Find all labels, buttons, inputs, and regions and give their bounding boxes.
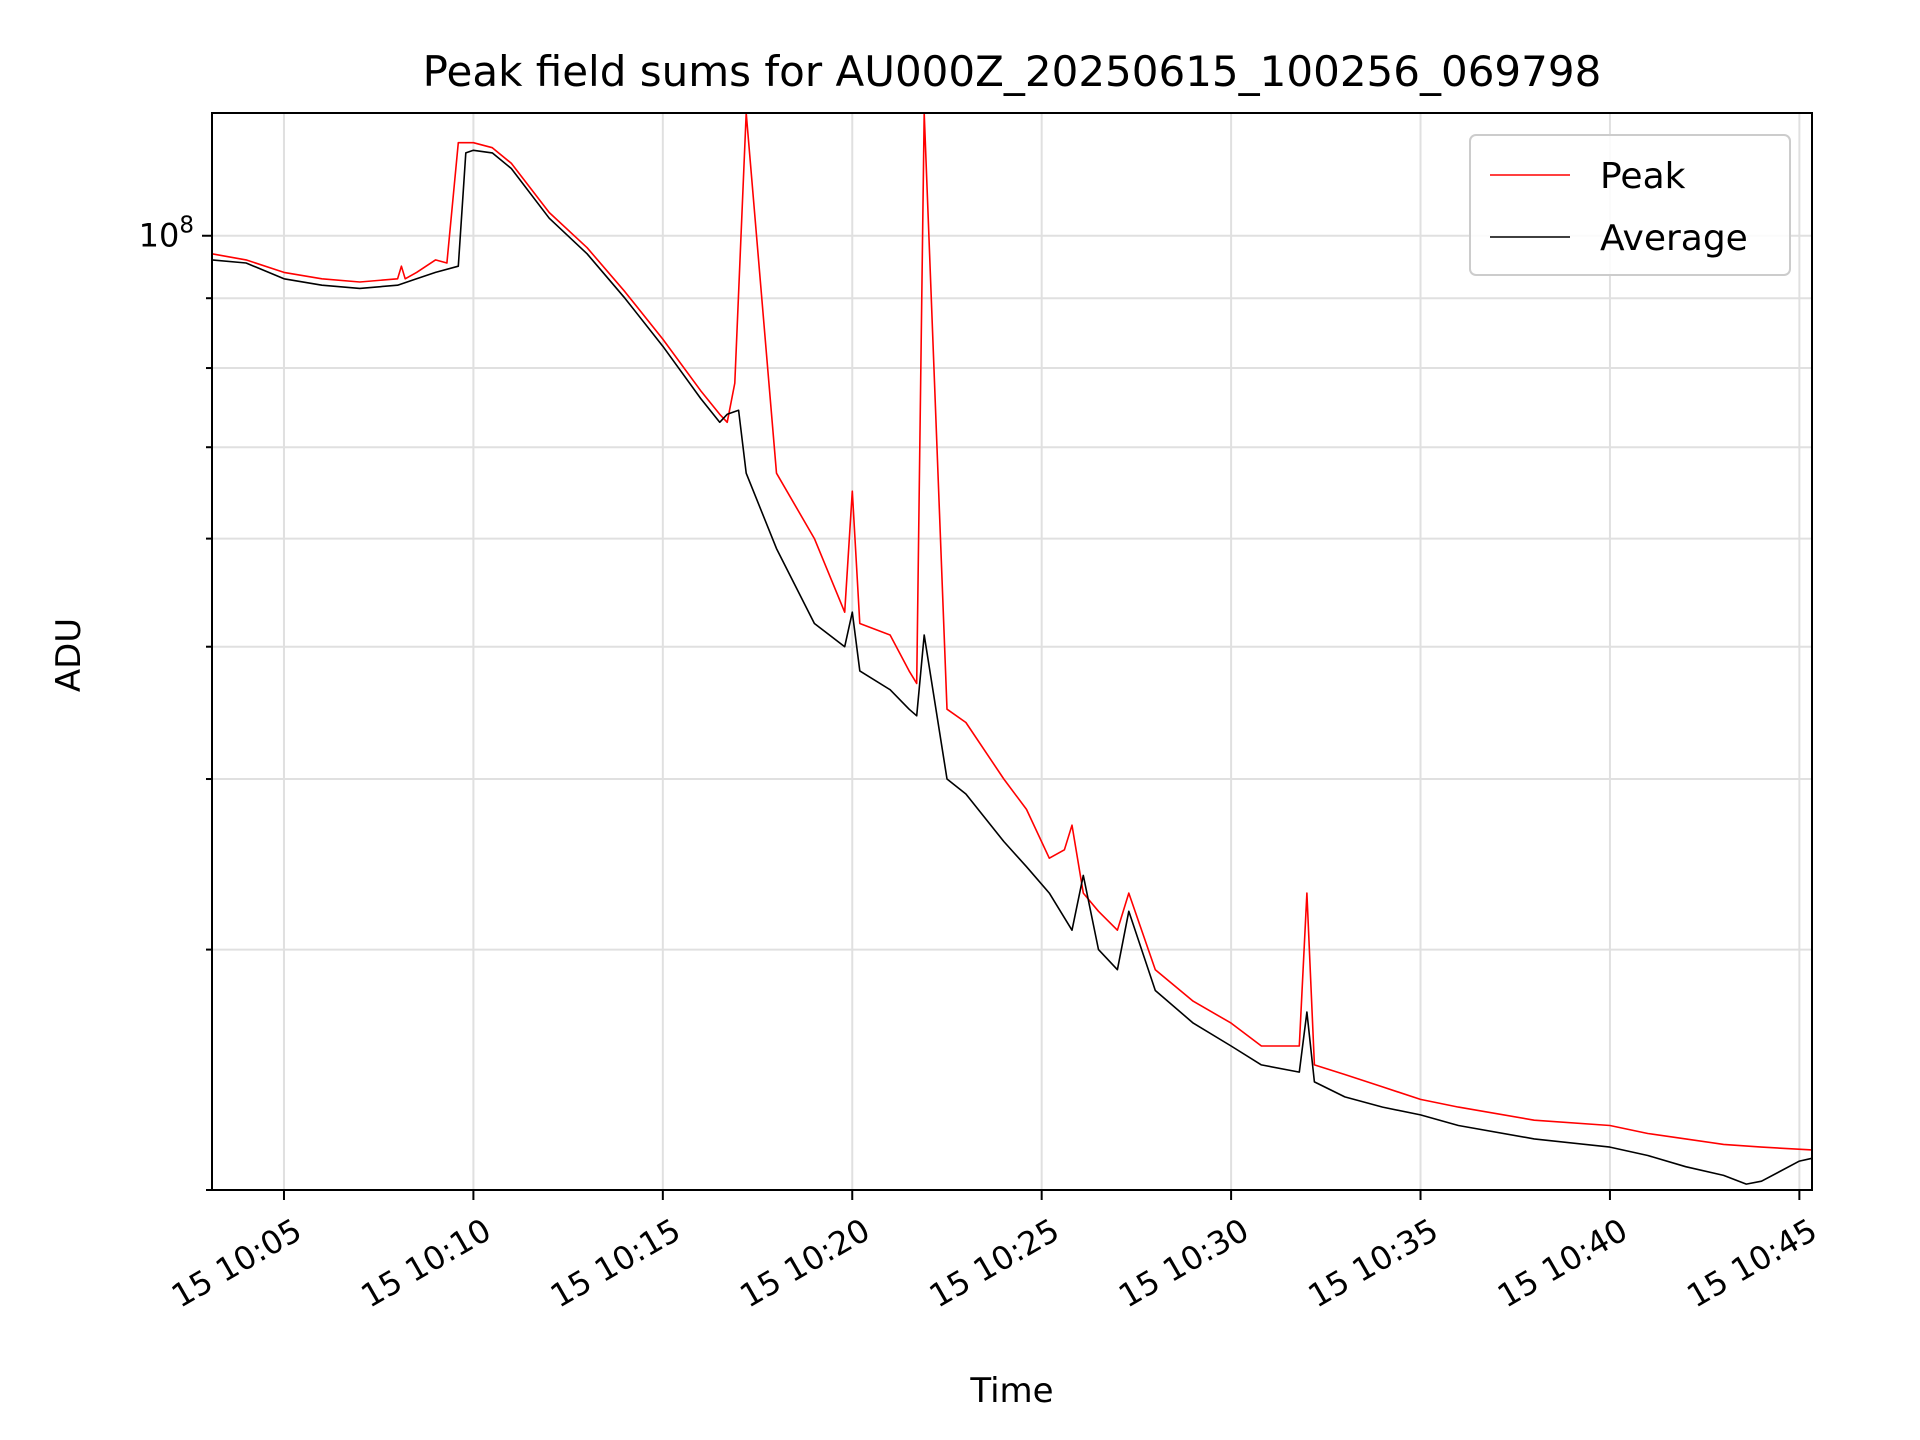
legend-box — [1469, 134, 1791, 276]
plot-frame — [211, 112, 1813, 1191]
y-axis: 108 — [139, 213, 212, 1191]
chart-title: Peak field sums for AU000Z_20250615_1002… — [423, 47, 1602, 96]
series-line-peak — [211, 112, 1813, 1151]
legend-label-peak: Peak — [1600, 156, 1686, 197]
series-group — [211, 112, 1813, 1185]
y-tick-label: 108 — [139, 213, 194, 255]
legend-label-average: Average — [1600, 218, 1748, 259]
series-line-average — [211, 149, 1813, 1185]
legend: Peak Average — [1469, 134, 1791, 276]
y-axis-title: ADU — [49, 618, 89, 692]
x-axis-title: Time — [969, 1371, 1053, 1411]
